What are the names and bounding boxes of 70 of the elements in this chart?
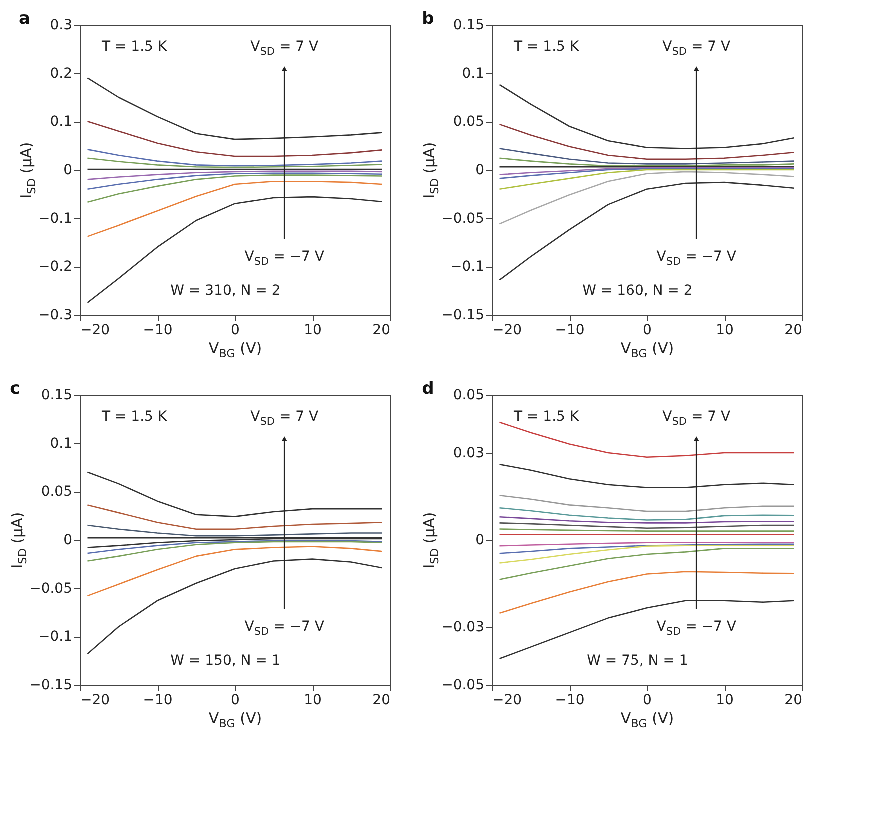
annotation: W = 310, N = 2 [170, 283, 281, 299]
y-tick-label: −0.2 [38, 259, 72, 276]
x-axis-title: V$_{BG}$ (V) [620, 340, 674, 360]
y-tick-label: 0.3 [50, 18, 72, 34]
y-tick-label: 0 [64, 532, 72, 548]
x-tick-label: 20 [784, 322, 802, 338]
annotation: V$_{SD}$ = −7 V [244, 619, 325, 638]
x-tick-label: 20 [372, 692, 390, 708]
x-tick-label: −10 [143, 692, 173, 708]
x-tick-label: −20 [492, 322, 522, 338]
x-tick-label: −10 [143, 322, 173, 338]
chart-title: c [10, 379, 20, 399]
y-tick-label: 0 [476, 162, 484, 178]
x-tick-label: 20 [784, 692, 802, 708]
y-tick-label: 0.2 [50, 66, 72, 82]
x-axis-title: V$_{BG}$ (V) [208, 340, 262, 360]
y-tick-label: 0.1 [50, 114, 72, 130]
y-tick-label: 0.15 [453, 18, 484, 34]
y-tick-label: 0.15 [41, 388, 72, 404]
y-tick-label: −0.05 [442, 210, 484, 227]
chart-title: d [422, 379, 434, 399]
y-tick-label: −0.15 [442, 308, 484, 324]
annotation: T = 1.5 K [513, 409, 580, 425]
y-tick-label: −0.03 [442, 620, 484, 636]
y-tick-label: 0.05 [453, 114, 484, 130]
x-tick-label: 0 [231, 692, 240, 708]
y-tick-label: −0.15 [30, 678, 72, 694]
x-tick-label: −20 [80, 692, 110, 708]
annotation: T = 1.5 K [101, 39, 168, 55]
annotation: V$_{SD}$ = 7 V [250, 39, 319, 58]
y-tick-label: 0.1 [50, 436, 72, 452]
x-tick-label: 10 [304, 692, 322, 708]
x-tick-label: −10 [555, 322, 585, 338]
y-tick-label: −0.3 [38, 308, 72, 324]
annotation: W = 150, N = 1 [170, 653, 281, 669]
y-tick-label: 0.1 [462, 66, 484, 82]
x-tick-label: −10 [555, 692, 585, 708]
annotation: W = 75, N = 1 [587, 653, 688, 669]
y-tick-label: 0 [64, 162, 72, 178]
x-tick-label: 10 [304, 322, 322, 338]
x-axis-title: V$_{BG}$ (V) [620, 710, 674, 730]
x-tick-label: 0 [231, 322, 240, 338]
annotation: V$_{SD}$ = 7 V [662, 39, 731, 58]
x-tick-label: 10 [716, 692, 734, 708]
y-tick-label: −0.05 [30, 580, 72, 597]
annotation: V$_{SD}$ = −7 V [656, 249, 737, 268]
annotation: W = 160, N = 2 [582, 283, 693, 299]
y-tick-label: 0 [476, 532, 484, 548]
chart-title: b [422, 9, 434, 29]
x-axis-title: V$_{BG}$ (V) [208, 710, 262, 730]
y-tick-label: −0.1 [38, 629, 72, 646]
x-tick-label: 10 [716, 322, 734, 338]
x-tick-label: 20 [372, 322, 390, 338]
annotation: V$_{SD}$ = 7 V [250, 409, 319, 428]
y-tick-label: 0.05 [453, 388, 484, 404]
annotation: T = 1.5 K [101, 409, 168, 425]
annotation: V$_{SD}$ = 7 V [662, 409, 731, 428]
x-tick-label: 0 [643, 322, 652, 338]
y-tick-label: 0.05 [41, 484, 72, 500]
y-tick-label: −0.1 [38, 210, 72, 227]
x-tick-label: −20 [492, 692, 522, 708]
annotation: V$_{SD}$ = −7 V [244, 249, 325, 268]
y-tick-label: −0.05 [442, 678, 484, 694]
x-tick-label: 0 [643, 692, 652, 708]
x-tick-label: −20 [80, 322, 110, 338]
chart-title: a [19, 9, 30, 29]
annotation: V$_{SD}$ = −7 V [656, 619, 737, 638]
y-tick-label: 0.03 [453, 446, 484, 462]
annotation: T = 1.5 K [513, 39, 580, 55]
y-tick-label: −0.1 [450, 259, 484, 276]
